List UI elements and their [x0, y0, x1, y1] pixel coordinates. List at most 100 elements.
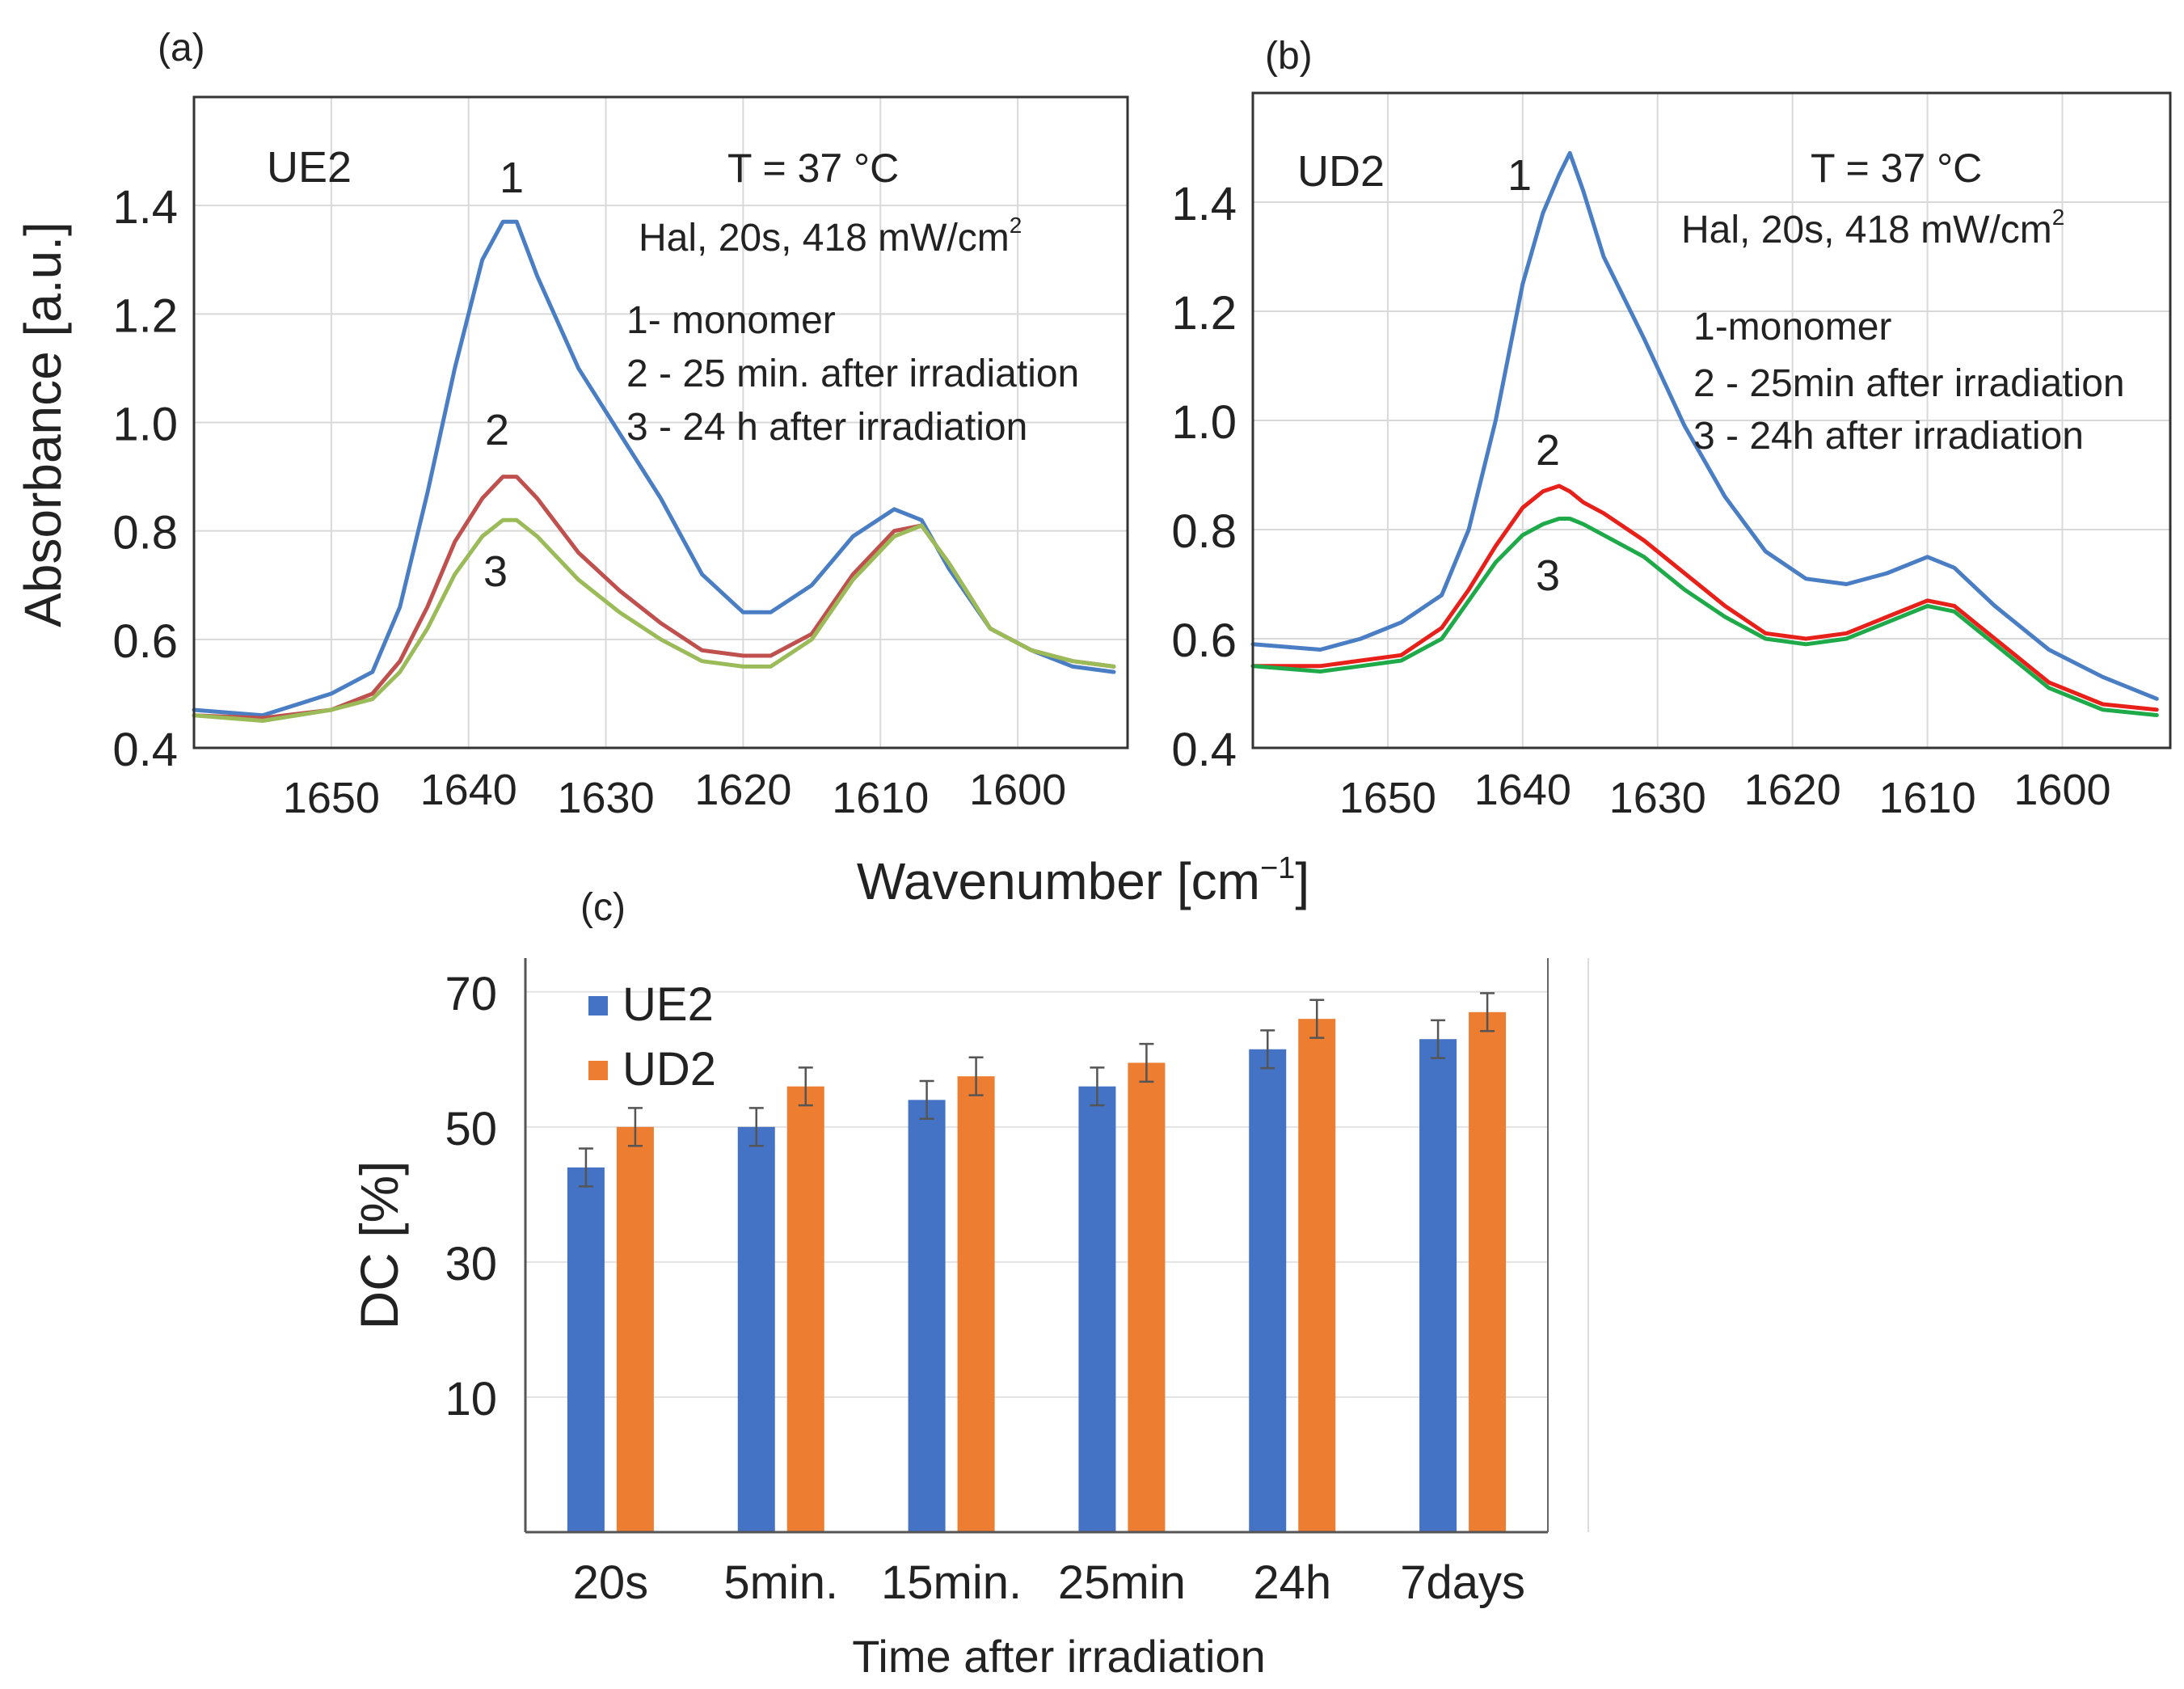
legend-label-ud2: UD2 — [622, 1043, 716, 1096]
panel-c-x-axis-label: Time after irradiation — [852, 1631, 1265, 1682]
c-xtick-0: 20s — [573, 1556, 649, 1609]
panel-b-lines — [1250, 150, 2159, 717]
panel-b-light-text: Hal, 20s, 418 mW/cm — [1681, 209, 2052, 251]
panel-a-temp: T = 37 °C — [727, 146, 899, 191]
bar-ue2-5 — [1419, 1039, 1457, 1532]
bar-ud2-2 — [957, 1076, 995, 1532]
panel-b-temp: T = 37 °C — [1811, 146, 1982, 191]
panel-c-yticks: 10 30 50 70 — [445, 968, 497, 1425]
b-ytick-4: 1.2 — [1171, 287, 1237, 340]
panel-b-xticks: 1650 1640 1630 1620 1610 1600 — [1339, 766, 2111, 822]
panel-c-xticks: 20s 5min. 15min. 25min 24h 7days — [573, 1556, 1525, 1609]
panel-b-curve-label-2: 2 — [1536, 426, 1560, 475]
panel-b-curve-label-1: 1 — [1507, 151, 1532, 200]
panel-a-light-text: Hal, 20s, 418 mW/cm — [639, 217, 1010, 260]
panel-a-light: Hal, 20s, 418 mW/cm2 — [639, 213, 1022, 260]
bar-ud2-4 — [1298, 1019, 1336, 1532]
bar-ud2-5 — [1469, 1011, 1507, 1532]
bar-ue2-2 — [908, 1100, 946, 1532]
b-xtick-5: 1600 — [2013, 766, 2110, 814]
panel-a-frame — [192, 95, 1129, 749]
a-ytick-0: 0.4 — [112, 724, 178, 776]
c-ytick-1: 30 — [445, 1238, 497, 1290]
bar-ud2-1 — [786, 1086, 824, 1532]
a-ytick-2: 0.8 — [112, 507, 178, 559]
c-xtick-3: 25min — [1058, 1556, 1186, 1609]
panel-a-light-sup: 2 — [1010, 213, 1022, 238]
c-xtick-4: 24h — [1253, 1556, 1331, 1609]
panel-a-curve-label-3: 3 — [483, 547, 508, 596]
panel-a-label: (a) — [158, 27, 205, 70]
a-ytick-5: 1.4 — [112, 181, 178, 234]
panel-a-legend-1: 1- monomer — [626, 299, 836, 342]
b-ytick-5: 1.4 — [1171, 178, 1237, 230]
x-axis-label-sup: −1 — [1260, 851, 1295, 885]
panel-c-bars — [567, 992, 1507, 1532]
a-ytick-3: 1.0 — [112, 399, 178, 451]
panel-a-curve-label-1: 1 — [500, 154, 524, 202]
x-axis-label-end: ] — [1295, 852, 1309, 910]
b-xtick-4: 1610 — [1878, 774, 1975, 822]
b-xtick-2: 1630 — [1609, 774, 1706, 822]
a-ytick-1: 0.6 — [112, 615, 178, 668]
bar-ud2-0 — [616, 1126, 654, 1532]
a-ytick-4: 1.2 — [112, 289, 178, 342]
a-xtick-5: 1600 — [969, 766, 1066, 814]
x-axis-label-text: Wavenumber [cm — [857, 852, 1260, 910]
panel-b-yticks: 0.4 0.6 0.8 1.0 1.2 1.4 — [1171, 178, 1237, 776]
panel-a-sample: UE2 — [267, 143, 352, 192]
b-xtick-1: 1640 — [1474, 766, 1571, 814]
panel-b-legend-3: 3 - 24h after irradiation — [1693, 415, 2084, 458]
panel-a-yticks: 0.4 0.6 0.8 1.0 1.2 1.4 — [112, 181, 178, 776]
panel-c-legend: UE2 UD2 — [588, 978, 716, 1096]
panel-a-legend-3: 3 - 24 h after irradiation — [626, 406, 1027, 449]
a-xtick-0: 1650 — [283, 774, 380, 822]
a-xtick-4: 1610 — [832, 774, 929, 822]
panel-c-grid — [525, 990, 1548, 1398]
b-xtick-0: 1650 — [1339, 774, 1436, 822]
c-xtick-5: 7days — [1400, 1556, 1525, 1609]
panel-c-label: (c) — [580, 886, 626, 929]
c-ytick-3: 70 — [445, 968, 497, 1020]
b-ytick-1: 0.6 — [1171, 614, 1237, 667]
legend-swatch-ud2 — [588, 1061, 608, 1080]
a-xtick-1: 1640 — [420, 766, 517, 814]
panel-c: (c) 10 30 50 70 20s 5min. 15min. 25min 24h 7days… — [349, 886, 1589, 1682]
panel-b-frame — [1251, 91, 2172, 749]
b-ytick-2: 0.8 — [1171, 505, 1237, 558]
panel-a-xticks: 1650 1640 1630 1620 1610 1600 — [283, 766, 1066, 822]
legend-label-ue2: UE2 — [622, 978, 714, 1031]
b-series-1-line — [1250, 150, 2159, 701]
b-xtick-3: 1620 — [1744, 766, 1841, 814]
a-series-3-line — [192, 517, 1116, 723]
b-series-3-line — [1250, 517, 2159, 717]
panel-b: (b) 0.40.60.81.01.21.4 1650 1640 1630 1620 1… — [1171, 35, 2172, 822]
panel-a-curve-label-2: 2 — [485, 406, 509, 454]
c-xtick-2: 15min. — [881, 1556, 1022, 1609]
bar-ue2-3 — [1078, 1086, 1116, 1532]
panel-b-light: Hal, 20s, 418 mW/cm2 — [1681, 205, 2064, 251]
panel-b-legend-1: 1-monomer — [1693, 306, 1891, 348]
panel-a: (a) 0.40.60.81.01.21.4 1650 1640 1630 1620 1… — [112, 27, 1129, 822]
b-series-2-line — [1250, 483, 2159, 712]
panel-b-curve-label-3: 3 — [1536, 551, 1560, 600]
a-series-1-line — [192, 219, 1116, 718]
bar-ue2-0 — [567, 1167, 605, 1532]
legend-swatch-ue2 — [588, 996, 608, 1016]
a-xtick-3: 1620 — [694, 766, 791, 814]
c-xtick-1: 5min. — [723, 1556, 838, 1609]
bar-ue2-1 — [737, 1126, 775, 1532]
panel-a-lines — [192, 219, 1116, 723]
panel-b-sample: UD2 — [1297, 147, 1385, 196]
panel-a-legend-2: 2 - 25 min. after irradiation — [626, 353, 1079, 395]
panel-b-legend-2: 2 - 25min after irradiation — [1693, 362, 2125, 405]
bar-ue2-4 — [1249, 1049, 1287, 1532]
panel-a-grid — [194, 97, 1128, 749]
panel-b-label: (b) — [1265, 35, 1313, 78]
a-xtick-2: 1630 — [557, 774, 654, 822]
c-ytick-2: 50 — [445, 1103, 497, 1155]
y-axis-label-absorbance: Absorbance [a.u.] — [14, 222, 72, 627]
panel-c-y-axis-label: DC [%] — [349, 1160, 409, 1329]
bar-ud2-3 — [1128, 1062, 1166, 1532]
